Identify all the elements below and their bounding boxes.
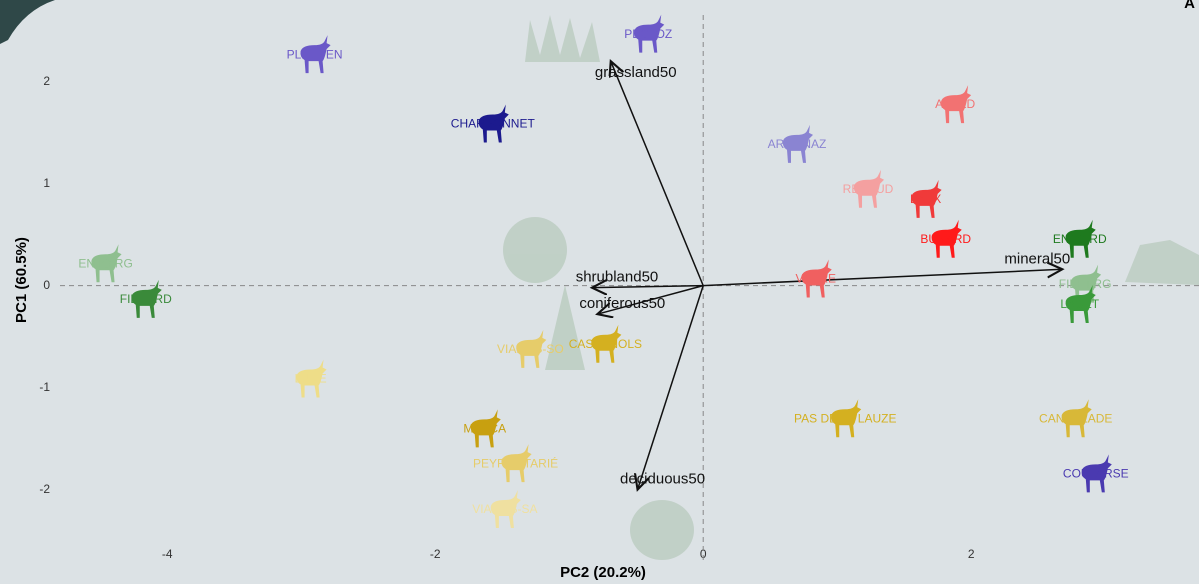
panel-tag: A (1184, 0, 1195, 12)
chart: A PC2 (20.2%) PC1 (60.5%) -4-202-2-1012P… (0, 0, 1199, 584)
y-tick-label: 0 (43, 278, 50, 292)
point-label: BUNARD (920, 232, 971, 246)
x-tick-label: -2 (430, 547, 441, 561)
y-tick-label: -1 (39, 380, 50, 394)
point-label: RENAUD (843, 182, 894, 196)
point-label: ENTO.RG (78, 256, 132, 270)
point-label: ANELD (935, 97, 975, 111)
point-label: CANDELADE (1039, 411, 1112, 425)
loading-label: deciduous50 (620, 471, 705, 488)
point-label: CASSENOLS (569, 337, 642, 351)
loading-label: coniferous50 (579, 295, 665, 312)
point-label: MASCA (463, 422, 506, 436)
point-label: ENTO.RD (1053, 232, 1107, 246)
point-label: ARMENAZ (768, 137, 827, 151)
point-label: LACET (1060, 297, 1099, 311)
point-label: PAS DE LA LAUZE (794, 411, 897, 425)
y-tick-label: -2 (39, 482, 50, 496)
background (0, 0, 1199, 584)
point-label: FILET.RG (1059, 277, 1112, 291)
point-label: FILET.RD (120, 292, 172, 306)
point-label: VAURE (796, 272, 836, 286)
loading-label: mineral50 (1004, 250, 1070, 267)
point-label: CHARBONNET (451, 117, 536, 131)
y-tick-label: 1 (43, 176, 50, 190)
y-tick-label: 2 (43, 74, 50, 88)
x-tick-label: 2 (968, 547, 975, 561)
point-label: PECLOZ (624, 27, 672, 41)
point-label: PEYROUTARIÉ (473, 455, 558, 470)
point-label: VIALAIS-SA (472, 502, 537, 516)
x-axis-title: PC2 (20.2%) (560, 564, 646, 581)
x-tick-label: -4 (162, 547, 173, 561)
loading-label: shrubland50 (576, 269, 659, 286)
point-label: COUTARSE (1063, 466, 1129, 480)
point-label: LAUX (910, 192, 941, 206)
point-label: VIALAIS-SO (497, 342, 564, 356)
y-axis-title: PC1 (60.5%) (13, 237, 30, 323)
point-label: PLEUVEN (287, 47, 343, 61)
loading-label: grassland50 (595, 64, 677, 81)
point-label: LUNE (295, 372, 327, 386)
